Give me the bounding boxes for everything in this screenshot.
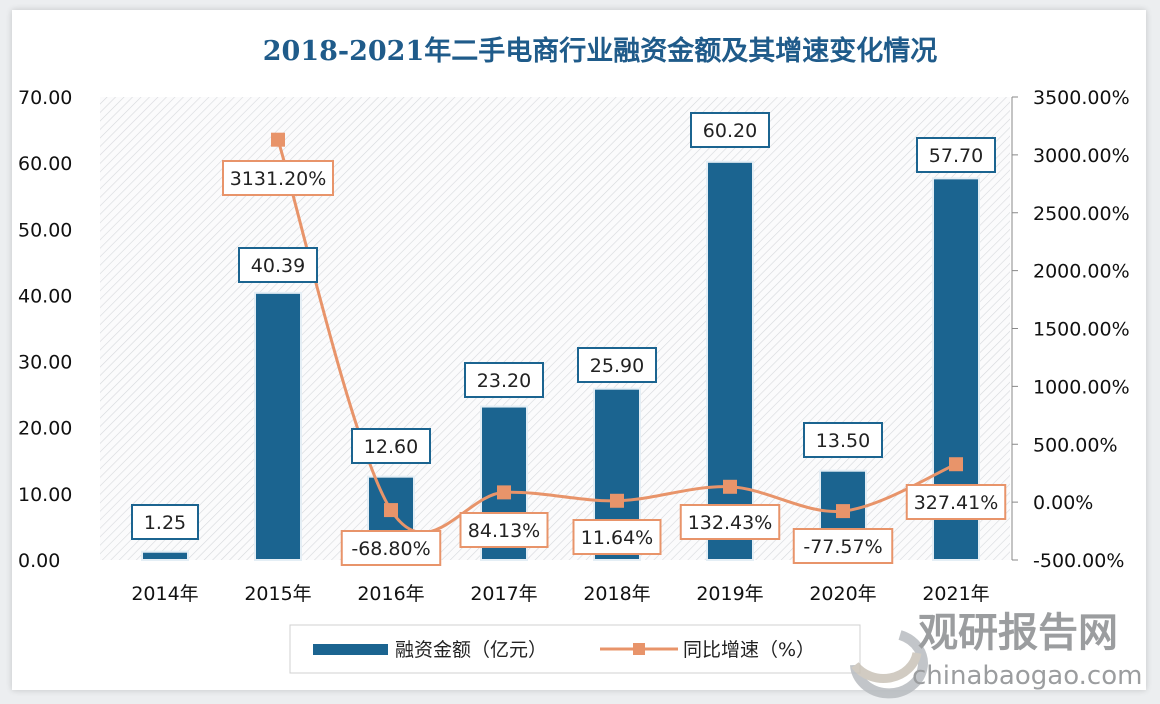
y-left-tick: 30.00 [18, 352, 72, 374]
bar [254, 291, 302, 561]
y-right-tick: 500.00% [1033, 434, 1118, 456]
growth-marker [271, 132, 285, 147]
growth-value-label: 132.43% [688, 512, 773, 534]
bar-value-label: 12.60 [364, 436, 418, 458]
y-right-tick: 1500.00% [1033, 319, 1130, 341]
bar-value-label-box [577, 347, 657, 383]
x-tick: 2020年 [809, 583, 876, 605]
growth-value-label-box [340, 530, 442, 566]
x-tick: 2014年 [131, 583, 198, 605]
y-left-tick: 20.00 [18, 418, 72, 440]
y-right-tick: 1000.00% [1033, 376, 1130, 398]
bar-value-label-box [916, 137, 996, 173]
legend-bar-swatch [313, 644, 388, 655]
growth-marker [949, 457, 963, 472]
y-left-tick: 50.00 [18, 219, 72, 241]
watermark-site: chinabaogao.com [912, 661, 1142, 691]
legend-line-label: 同比增速（%） [683, 639, 815, 661]
bar-value-label-box [131, 504, 199, 540]
chart-title: 2018-2021年二手电商行业融资金额及其增速变化情况 [263, 35, 938, 67]
growth-value-label-box [572, 519, 662, 555]
legend-line-marker [633, 643, 645, 655]
growth-marker [610, 493, 624, 508]
bar-value-label-box [238, 247, 318, 283]
bar-value-label-box [803, 422, 883, 458]
bar-value-label: 23.20 [477, 370, 531, 392]
x-tick: 2019年 [696, 583, 763, 605]
y-right-tick: -500.00% [1033, 550, 1124, 572]
growth-value-label-box [792, 528, 894, 564]
growth-value-label: 84.13% [468, 520, 540, 542]
growth-marker [723, 479, 737, 494]
y-left-tick: 40.00 [18, 285, 72, 307]
watermark: 观研报告网 chinabaogao.com [850, 610, 1142, 699]
x-tick: 2015年 [244, 583, 311, 605]
growth-value-label: 327.41% [914, 492, 999, 514]
bar-value-label: 40.39 [251, 255, 305, 277]
x-tick: 2016年 [357, 583, 424, 605]
bar-value-label: 60.20 [703, 120, 757, 142]
x-tick: 2018年 [583, 583, 650, 605]
y-right-tick: 3000.00% [1033, 145, 1130, 167]
growth-value-label-box [679, 504, 781, 540]
legend: 融资金额（亿元） 同比增速（%） [289, 624, 861, 674]
watermark-brand: 观研报告网 [918, 610, 1118, 656]
bar [706, 160, 754, 561]
bar-value-label-box [351, 428, 431, 464]
y-right-tick: 3500.00% [1033, 87, 1130, 109]
growth-value-label: 11.64% [581, 527, 653, 549]
bar-value-label: 57.70 [929, 145, 983, 167]
bar [141, 550, 189, 561]
growth-marker [836, 504, 850, 519]
growth-marker [384, 503, 398, 518]
y-left-tick: 10.00 [18, 484, 72, 506]
growth-value-label: -68.80% [351, 538, 430, 560]
growth-value-label: 3131.20% [230, 168, 327, 190]
growth-value-label-box [222, 160, 334, 196]
y-right-tick: 0.00% [1033, 492, 1093, 514]
bar-value-label: 13.50 [816, 430, 870, 452]
growth-marker [497, 485, 511, 500]
x-tick: 2021年 [922, 583, 989, 605]
y-left-tick: 0.00 [18, 550, 60, 572]
bar-value-label-box [464, 362, 544, 398]
y-right-tick: 2000.00% [1033, 261, 1130, 283]
x-tick: 2017年 [470, 583, 537, 605]
legend-bar-label: 融资金额（亿元） [395, 639, 547, 661]
growth-value-label-box [459, 512, 549, 548]
bar-value-label-box [690, 112, 770, 148]
y-left-tick: 70.00 [18, 87, 72, 109]
y-right-tick: 2500.00% [1033, 203, 1130, 225]
growth-value-label: -77.57% [803, 536, 882, 558]
growth-value-label-box [905, 484, 1007, 520]
bar-value-label: 1.25 [144, 512, 186, 534]
y-left-tick: 60.00 [18, 153, 72, 175]
bar-value-label: 25.90 [590, 355, 644, 377]
